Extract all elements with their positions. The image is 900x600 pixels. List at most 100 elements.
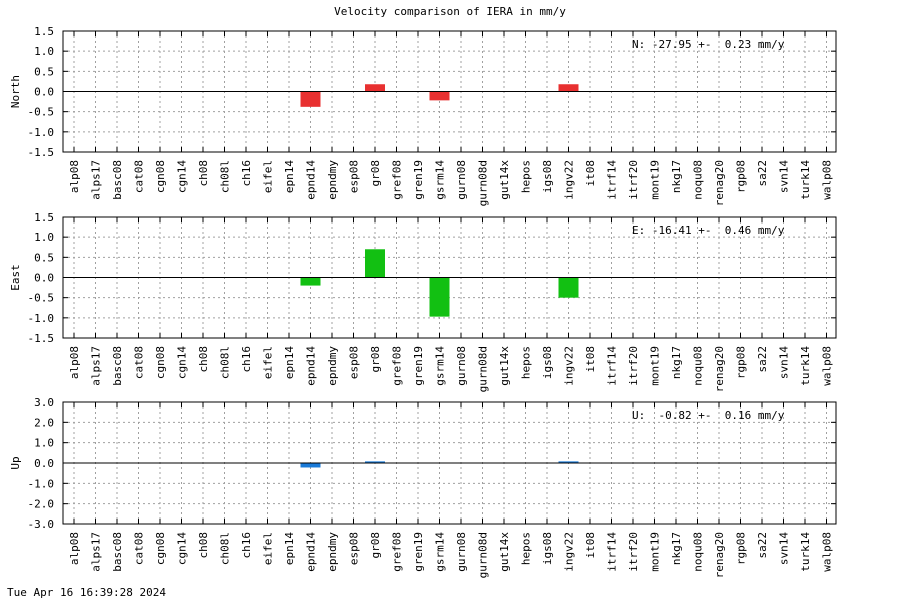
x-tick-label: cgn08 [154,160,167,193]
y-tick-label: 2.0 [34,416,54,429]
chart-panel-east: 1.5 1.0 0.5 0.0 -0.5 -1.0 -1.5 alp08 alps17 basc0… [9,211,837,392]
x-tick-label: svn14 [778,160,791,193]
x-tick-label: renag20 [713,346,726,392]
x-tick-label: eifel [262,160,275,193]
y-axis-label: North [9,75,22,108]
x-tick-label: cat08 [133,160,146,193]
bar-epnd14 [300,91,321,107]
x-tick-label: gsrm14 [434,532,447,572]
x-tick-label: mont19 [649,346,662,386]
x-tick-label: turk14 [799,160,812,200]
x-tick-label: ch16 [240,532,253,559]
x-tick-label: gurn08d [477,346,490,392]
y-tick-label: 1.5 [34,211,54,224]
x-tick-label: alp08 [68,532,81,565]
x-tick-label: gsrm14 [434,160,447,200]
velocity-annotation: U: -0.82 +- 0.16 mm/y [632,409,785,422]
bar-epnd14 [300,277,321,286]
x-tick-label: epn14 [283,160,296,193]
y-tick-label: -1.0 [28,477,55,490]
x-tick-label: svn14 [778,532,791,565]
x-tick-label: turk14 [799,532,812,572]
x-tick-label: igs08 [541,532,554,565]
x-tick-label: basc08 [111,160,124,200]
x-tick-label: cat08 [133,346,146,379]
x-tick-label: rgp08 [735,160,748,193]
bar-gr08 [365,461,385,463]
x-tick-label: basc08 [111,532,124,572]
x-tick-label: it08 [584,160,597,187]
x-tick-label: ch08l [219,532,232,565]
x-tick-label: itrf14 [606,346,619,386]
x-tick-label: nkg17 [670,346,683,379]
y-tick-label: 0.5 [34,251,54,264]
x-tick-label: igs08 [541,160,554,193]
x-tick-label: gurn08 [455,532,468,572]
plot-frame [62,401,837,525]
y-tick-label: 1.5 [34,25,54,38]
x-tick-label: epndmy [326,532,339,572]
chart-panel-north: 1.5 1.0 0.5 0.0 -0.5 -1.0 -1.5 alp08 alps17 basc0… [9,25,837,206]
plot-frame [62,30,837,153]
x-tick-label: mont19 [649,160,662,200]
x-tick-label: gref08 [391,346,404,386]
x-tick-label: noqu08 [692,160,705,200]
x-tick-label: gren19 [412,532,425,572]
x-tick-label: it08 [584,532,597,559]
y-tick-label: 0.0 [34,272,54,285]
x-tick-label: renag20 [713,532,726,578]
x-tick-label: gr08 [369,346,382,373]
x-tick-label: basc08 [111,346,124,386]
x-tick-label: gsrm14 [434,346,447,386]
x-tick-label: igs08 [541,346,554,379]
x-tick-label: gurn08 [455,346,468,386]
y-tick-label: 1.0 [34,437,54,450]
plot-frame [62,216,837,339]
y-tick-label: -1.0 [28,312,55,325]
y-axis-label: Up [9,456,22,469]
x-tick-label: epnd14 [305,346,318,386]
x-tick-label: walp08 [821,532,834,572]
x-tick-label: gurn08d [477,160,490,206]
bar-ingv22 [558,84,579,92]
y-tick-label: -1.5 [28,332,55,345]
x-tick-label: gurn08d [477,532,490,578]
x-tick-label: ch08 [197,160,210,187]
x-tick-label: alp08 [68,160,81,193]
x-tick-label: epn14 [283,532,296,565]
x-tick-label: eifel [262,346,275,379]
x-tick-label: cgn14 [176,346,189,379]
bar-gsrm14 [429,91,450,101]
x-tick-label: epndmy [326,346,339,386]
x-tick-label: mont19 [649,532,662,572]
y-tick-label: 0.5 [34,65,54,78]
x-tick-label: itrf14 [606,532,619,572]
x-tick-label: ingv22 [563,346,576,386]
x-tick-label: hepos [520,160,533,193]
x-tick-label: nkg17 [670,160,683,193]
y-tick-label: 1.0 [34,45,54,58]
y-tick-label: -0.5 [28,106,55,119]
x-tick-label: itrf20 [627,346,640,386]
x-tick-label: esp08 [348,532,361,565]
x-tick-label: gut14x [498,160,511,200]
x-tick-label: nkg17 [670,532,683,565]
x-tick-label: esp08 [348,160,361,193]
bar-gr08 [365,249,385,278]
x-tick-label: gren19 [412,346,425,386]
y-axis-label: East [9,264,22,291]
x-tick-label: epnd14 [305,160,318,200]
x-tick-label: epnd14 [305,532,318,572]
x-tick-label: hepos [520,532,533,565]
x-tick-label: rgp08 [735,346,748,379]
bar-ingv22 [558,461,579,463]
x-tick-label: alps17 [90,160,103,200]
y-tick-label: -3.0 [28,518,55,531]
x-tick-label: alp08 [68,346,81,379]
bar-ingv22 [558,277,579,298]
timestamp-footer: Tue Apr 16 16:39:28 2024 [7,586,166,599]
x-tick-label: sa22 [756,160,769,187]
x-tick-label: svn14 [778,346,791,379]
x-tick-label: gref08 [391,532,404,572]
x-tick-label: gren19 [412,160,425,200]
